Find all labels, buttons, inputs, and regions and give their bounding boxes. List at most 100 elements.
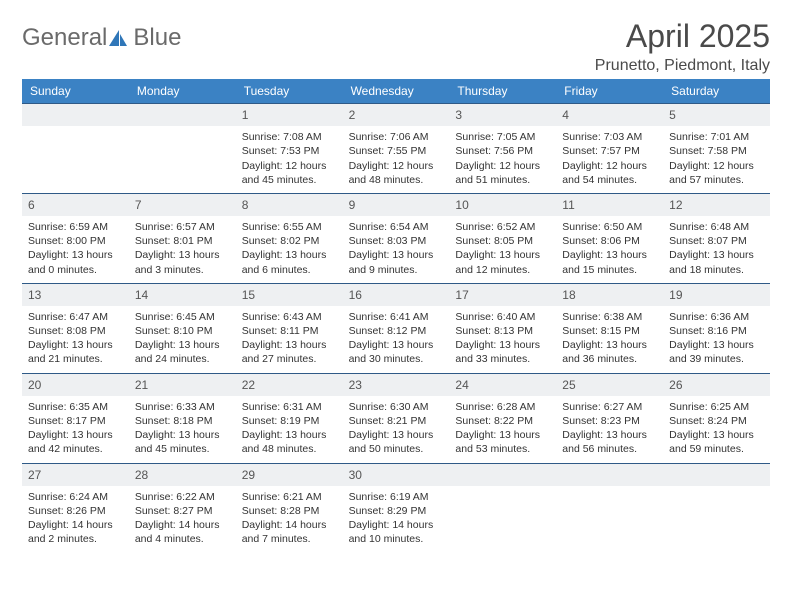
title-block: April 2025 Prunetto, Piedmont, Italy [595,18,770,75]
month-title: April 2025 [595,18,770,55]
day-number: 27 [22,464,129,486]
day-details: Sunrise: 6:31 AMSunset: 8:19 PMDaylight:… [236,396,343,463]
sunset-line: Sunset: 8:02 PM [242,234,337,248]
day-number: 24 [449,374,556,396]
day-details: Sunrise: 6:38 AMSunset: 8:15 PMDaylight:… [556,306,663,373]
calendar-cell [663,463,770,553]
day-number: 3 [449,104,556,126]
daylight-line: Daylight: 13 hours and 15 minutes. [562,248,657,276]
sunrise-line: Sunrise: 7:08 AM [242,130,337,144]
weekday-wed: Wednesday [343,79,450,103]
sunset-line: Sunset: 8:23 PM [562,414,657,428]
sunrise-line: Sunrise: 6:52 AM [455,220,550,234]
day-number: 28 [129,464,236,486]
daylight-line: Daylight: 13 hours and 21 minutes. [28,338,123,366]
sunset-line: Sunset: 8:10 PM [135,324,230,338]
day-details: Sunrise: 6:43 AMSunset: 8:11 PMDaylight:… [236,306,343,373]
sunrise-line: Sunrise: 6:57 AM [135,220,230,234]
sunrise-line: Sunrise: 6:40 AM [455,310,550,324]
daylight-line: Daylight: 13 hours and 0 minutes. [28,248,123,276]
sunrise-line: Sunrise: 6:24 AM [28,490,123,504]
day-details: Sunrise: 6:52 AMSunset: 8:05 PMDaylight:… [449,216,556,283]
sunset-line: Sunset: 8:08 PM [28,324,123,338]
day-number: 5 [663,104,770,126]
daylight-line: Daylight: 14 hours and 10 minutes. [349,518,444,546]
sunrise-line: Sunrise: 6:54 AM [349,220,444,234]
sunrise-line: Sunrise: 7:05 AM [455,130,550,144]
daylight-line: Daylight: 13 hours and 50 minutes. [349,428,444,456]
day-details: Sunrise: 6:35 AMSunset: 8:17 PMDaylight:… [22,396,129,463]
day-details: Sunrise: 6:28 AMSunset: 8:22 PMDaylight:… [449,396,556,463]
daylight-line: Daylight: 13 hours and 6 minutes. [242,248,337,276]
day-details: Sunrise: 6:33 AMSunset: 8:18 PMDaylight:… [129,396,236,463]
day-details: Sunrise: 6:25 AMSunset: 8:24 PMDaylight:… [663,396,770,463]
daylight-line: Daylight: 13 hours and 30 minutes. [349,338,444,366]
sunset-line: Sunset: 8:26 PM [28,504,123,518]
day-details: Sunrise: 6:41 AMSunset: 8:12 PMDaylight:… [343,306,450,373]
day-details: Sunrise: 7:05 AMSunset: 7:56 PMDaylight:… [449,126,556,193]
sunrise-line: Sunrise: 6:43 AM [242,310,337,324]
sunset-line: Sunset: 7:57 PM [562,144,657,158]
calendar-cell: 22Sunrise: 6:31 AMSunset: 8:19 PMDayligh… [236,373,343,463]
weekday-header: Sunday Monday Tuesday Wednesday Thursday… [22,79,770,103]
calendar-cell: 21Sunrise: 6:33 AMSunset: 8:18 PMDayligh… [129,373,236,463]
calendar-grid: 1Sunrise: 7:08 AMSunset: 7:53 PMDaylight… [22,103,770,552]
sunset-line: Sunset: 8:18 PM [135,414,230,428]
calendar-cell: 30Sunrise: 6:19 AMSunset: 8:29 PMDayligh… [343,463,450,553]
day-number: 29 [236,464,343,486]
day-number: 10 [449,194,556,216]
day-number: 14 [129,284,236,306]
day-details: Sunrise: 6:24 AMSunset: 8:26 PMDaylight:… [22,486,129,553]
daylight-line: Daylight: 12 hours and 48 minutes. [349,159,444,187]
sunset-line: Sunset: 8:05 PM [455,234,550,248]
day-number: 23 [343,374,450,396]
calendar-cell: 27Sunrise: 6:24 AMSunset: 8:26 PMDayligh… [22,463,129,553]
sunrise-line: Sunrise: 6:47 AM [28,310,123,324]
calendar-cell [129,103,236,193]
sunset-line: Sunset: 8:27 PM [135,504,230,518]
sunrise-line: Sunrise: 6:45 AM [135,310,230,324]
calendar-cell: 13 Sunrise: 6:47 AMSunset: 8:08 PMDayligh… [22,283,129,373]
day-number: 26 [663,374,770,396]
calendar-cell: 29Sunrise: 6:21 AMSunset: 8:28 PMDayligh… [236,463,343,553]
calendar-cell: 1Sunrise: 7:08 AMSunset: 7:53 PMDaylight… [236,103,343,193]
day-number: 20 [22,374,129,396]
day-number: 15 [236,284,343,306]
sunset-line: Sunset: 7:53 PM [242,144,337,158]
sunrise-line: Sunrise: 6:31 AM [242,400,337,414]
weekday-thu: Thursday [449,79,556,103]
daylight-line: Daylight: 13 hours and 12 minutes. [455,248,550,276]
day-details: Sunrise: 7:08 AMSunset: 7:53 PMDaylight:… [236,126,343,193]
day-number: 13 [22,284,129,306]
calendar-cell: 19Sunrise: 6:36 AMSunset: 8:16 PMDayligh… [663,283,770,373]
calendar-cell: 18Sunrise: 6:38 AMSunset: 8:15 PMDayligh… [556,283,663,373]
day-details: Sunrise: 7:03 AMSunset: 7:57 PMDaylight:… [556,126,663,193]
day-number: 30 [343,464,450,486]
daylight-line: Daylight: 13 hours and 24 minutes. [135,338,230,366]
calendar-cell: 6Sunrise: 6:59 AMSunset: 8:00 PMDaylight… [22,193,129,283]
day-details: Sunrise: 6:40 AMSunset: 8:13 PMDaylight:… [449,306,556,373]
header: General Blue April 2025 Prunetto, Piedmo… [22,18,770,75]
sunrise-line: Sunrise: 7:03 AM [562,130,657,144]
calendar-cell: 3Sunrise: 7:05 AMSunset: 7:56 PMDaylight… [449,103,556,193]
sunset-line: Sunset: 7:58 PM [669,144,764,158]
day-number-empty [449,464,556,486]
sunrise-line: Sunrise: 6:59 AM [28,220,123,234]
calendar-cell [449,463,556,553]
day-details: Sunrise: 6:50 AMSunset: 8:06 PMDaylight:… [556,216,663,283]
day-number: 19 [663,284,770,306]
day-details: Sunrise: 6:57 AMSunset: 8:01 PMDaylight:… [129,216,236,283]
sunset-line: Sunset: 8:07 PM [669,234,764,248]
weekday-sun: Sunday [22,79,129,103]
sunset-line: Sunset: 8:24 PM [669,414,764,428]
sunrise-line: Sunrise: 6:19 AM [349,490,444,504]
calendar-cell: 9Sunrise: 6:54 AMSunset: 8:03 PMDaylight… [343,193,450,283]
calendar-cell: 7Sunrise: 6:57 AMSunset: 8:01 PMDaylight… [129,193,236,283]
calendar-cell: 24Sunrise: 6:28 AMSunset: 8:22 PMDayligh… [449,373,556,463]
day-details: Sunrise: 6:21 AMSunset: 8:28 PMDaylight:… [236,486,343,553]
daylight-line: Daylight: 13 hours and 9 minutes. [349,248,444,276]
daylight-line: Daylight: 13 hours and 53 minutes. [455,428,550,456]
sunset-line: Sunset: 7:55 PM [349,144,444,158]
sunrise-line: Sunrise: 7:01 AM [669,130,764,144]
daylight-line: Daylight: 12 hours and 51 minutes. [455,159,550,187]
